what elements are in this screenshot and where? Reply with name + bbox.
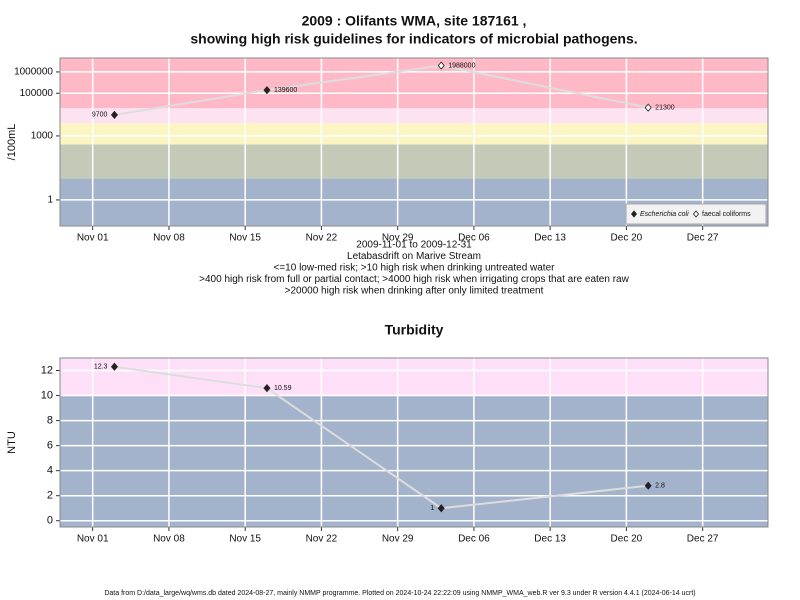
x-tick-label: Nov 08 <box>153 534 185 545</box>
data-label: 10.59 <box>274 385 292 392</box>
plot-frame <box>59 357 769 528</box>
data-point <box>644 103 652 112</box>
legend-marker <box>692 210 700 218</box>
x-tick-label: Nov 29 <box>382 233 414 244</box>
risk-band <box>60 108 768 124</box>
y-tick-label: 8 <box>47 414 53 426</box>
data-label: 1 <box>430 505 434 512</box>
data-point <box>437 61 445 70</box>
x-tick-label: Nov 22 <box>306 233 338 244</box>
y-tick-label: 1 <box>47 195 53 206</box>
data-line <box>114 365 649 510</box>
risk-band <box>60 123 768 145</box>
y-tick-label: 1000000 <box>14 67 53 78</box>
legend-label: faecal coliforms <box>702 211 751 218</box>
data-point <box>437 504 445 513</box>
plot-frame <box>59 57 769 227</box>
y-tick-label: 4 <box>47 465 53 477</box>
data-point <box>263 384 271 393</box>
data-point <box>110 362 118 371</box>
y-axis-label: NTU <box>6 431 18 454</box>
data-label: 9700 <box>92 112 108 119</box>
x-tick-label: Nov 29 <box>382 534 414 545</box>
data-label: 139600 <box>274 87 297 94</box>
x-tick-label: Nov 01 <box>77 534 109 545</box>
risk-band <box>60 358 768 396</box>
y-tick-label: 1000 <box>31 131 54 142</box>
y-tick-label: 6 <box>47 440 53 452</box>
data-point <box>644 481 652 490</box>
x-tick-label: Dec 27 <box>687 233 719 244</box>
x-tick-label: Dec 20 <box>611 233 643 244</box>
data-label: 12.3 <box>94 364 108 371</box>
chart-title: Turbidity <box>385 322 444 338</box>
x-tick-label: Nov 15 <box>229 233 261 244</box>
y-tick-label: 0 <box>47 515 53 527</box>
x-tick-label: Dec 06 <box>458 534 490 545</box>
y-tick-label: 10 <box>41 389 53 401</box>
y-tick-label: 100000 <box>20 88 54 99</box>
risk-band <box>60 144 768 179</box>
note: Letabasdrift on Marive Stream <box>347 251 481 262</box>
note: >20000 high risk when drinking after onl… <box>285 286 544 297</box>
x-tick-label: Dec 06 <box>458 233 490 244</box>
chart-title: 2009 : Olifants WMA, site 187161 , <box>302 13 527 29</box>
x-tick-label: Dec 20 <box>611 534 643 545</box>
note: 2009-11-01 to 2009-12-31 <box>356 240 472 251</box>
y-tick-label: 2 <box>47 490 53 502</box>
data-line <box>114 64 649 116</box>
legend-marker <box>630 210 638 218</box>
note: >400 high risk from full or partial cont… <box>199 274 629 285</box>
data-point <box>263 86 271 95</box>
data-label: 21300 <box>655 104 675 111</box>
x-tick-label: Nov 15 <box>229 534 261 545</box>
risk-band <box>60 395 768 527</box>
chart-title: showing high risk guidelines for indicat… <box>190 31 637 47</box>
y-axis-label: /100mL <box>6 124 18 161</box>
data-label: 2.8 <box>655 483 665 490</box>
x-tick-label: Nov 22 <box>306 534 338 545</box>
risk-band <box>60 58 768 109</box>
data-point <box>110 110 118 119</box>
x-tick-label: Nov 08 <box>153 233 185 244</box>
note: <=10 low-med risk; >10 high risk when dr… <box>274 263 556 274</box>
footer: Data from D:/data_large/wq/wms.db dated … <box>104 590 695 597</box>
x-tick-label: Dec 13 <box>534 534 566 545</box>
x-tick-label: Dec 13 <box>534 233 566 244</box>
legend-label: Escherichia coli <box>640 211 689 218</box>
x-tick-label: Nov 01 <box>77 233 109 244</box>
x-tick-label: Dec 27 <box>687 534 719 545</box>
y-tick-label: 12 <box>41 364 53 376</box>
data-label: 1988000 <box>448 62 475 69</box>
